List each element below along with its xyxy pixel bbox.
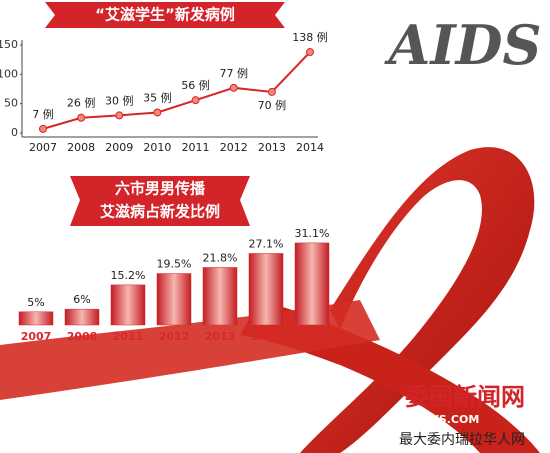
value-label: 7 例 [32, 107, 54, 121]
x-tick-label: 2014 [251, 330, 282, 343]
chart-title: 艾滋病占新发比例 [100, 203, 220, 221]
value-label: 56 例 [181, 78, 210, 92]
line [42, 51, 311, 130]
x-tick-label: 2012 [159, 330, 190, 343]
watermark-slogan: 最大委内瑞拉华人网 [399, 432, 525, 448]
title-banner [45, 2, 285, 28]
y-tick-label: 50 [4, 97, 18, 110]
bar [110, 284, 146, 326]
bar [18, 311, 54, 326]
bar [202, 267, 238, 326]
source: 数据来源：省疾控中心艾滋病防治所 [112, 408, 288, 440]
x-tick-label: 2010 [143, 141, 171, 154]
value-label: 77 例 [219, 66, 248, 80]
chart-title: 六市男男传播 [115, 180, 206, 198]
title-banner [70, 176, 250, 226]
y-tick-label: 150 [0, 38, 18, 51]
value-label: 21.8% [203, 251, 238, 264]
watermark-name: 委国新闻网 [404, 383, 525, 411]
value-label: 27.1% [249, 237, 284, 250]
x-tick-label: 2007 [21, 330, 52, 343]
point [229, 83, 238, 92]
point [77, 113, 86, 122]
x-tick-label: 2014 [296, 141, 324, 154]
point [153, 108, 162, 117]
watermark-domain: VENNEWS.COM [385, 413, 480, 426]
x-tick-label: 2009 [105, 141, 133, 154]
x-tick-label: 2011 [182, 141, 210, 154]
x-tick-label: 2011 [113, 330, 144, 343]
point [115, 111, 124, 120]
point [191, 96, 200, 105]
y-tick-label: 0 [11, 126, 18, 139]
point [306, 48, 314, 57]
y-tick-label: 100 [0, 67, 18, 80]
value-label: 138 例 [292, 30, 328, 44]
bar [64, 308, 100, 326]
x-tick-label: 2008 [67, 141, 95, 154]
value-label: 30 例 [105, 93, 134, 107]
chart-title: “艾滋学生”新发病例 [95, 6, 235, 24]
x-tick-label: 2012 [220, 141, 248, 154]
value-label: 5% [27, 296, 44, 309]
x-tick-label: 2013 [258, 141, 286, 154]
ribbon-band [0, 300, 380, 400]
value-label: 15.2% [111, 269, 146, 282]
point [39, 124, 47, 133]
bar [248, 253, 284, 326]
value-label: 26 例 [67, 96, 96, 110]
heading: AIDS [384, 13, 542, 77]
value-label: 35 例 [143, 90, 172, 104]
bar [294, 242, 330, 326]
value-label: 19.5% [157, 258, 192, 271]
x-tick-label: 2007 [29, 141, 57, 154]
value-label: 6% [73, 293, 90, 306]
point [267, 87, 276, 96]
x-tick-label: 2015 [297, 330, 328, 343]
ribbon [300, 147, 535, 453]
value-label: 70 例 [258, 98, 287, 112]
bar [156, 273, 192, 326]
value-label: 31.1% [295, 227, 330, 240]
x-tick-label: 2013 [205, 330, 236, 343]
x-tick-label: 2008 [67, 330, 98, 343]
